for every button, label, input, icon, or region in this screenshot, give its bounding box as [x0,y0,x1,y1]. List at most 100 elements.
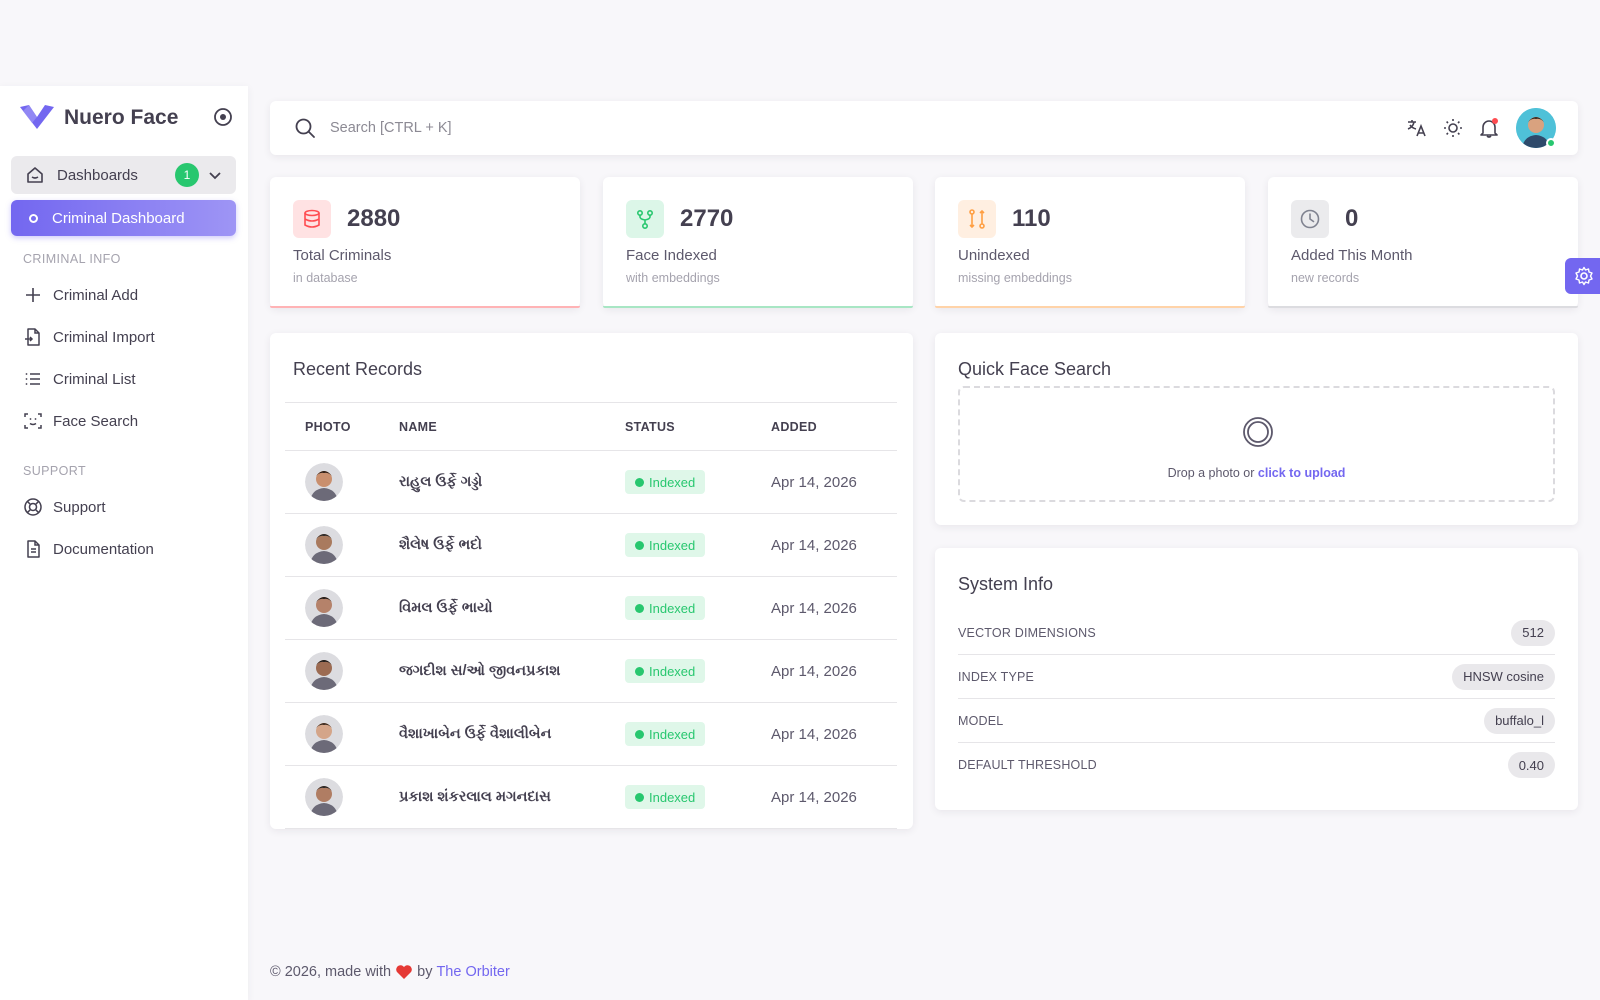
photo-cell [285,576,379,640]
brand-name: Nuero Face [64,106,179,129]
brand-logo-icon [20,105,54,129]
status-dot [635,477,644,487]
status-label: Indexed [649,789,696,805]
sysinfo-value: buffalo_l [1484,707,1555,734]
photo-cell [285,450,379,514]
table-row[interactable]: વૈશાખાબેન ઉર્ફે વૈશાલીબેન Indexed Apr 14, … [285,702,897,766]
status-cell: Indexed [605,765,751,829]
sidebar-item-label: Criminal Add [53,286,139,304]
stat-accent-bar [1268,306,1578,308]
sidebar-item-documentation[interactable]: Documentation [23,537,154,561]
sysinfo-key: MODEL [958,713,1004,728]
lifebuoy-icon [24,498,42,516]
stat-sub: new records [1291,271,1360,285]
circle-icon [29,213,38,223]
record-added-date: Apr 14, 2026 [751,639,897,703]
status-badge: Indexed [625,722,706,746]
brand[interactable]: Nuero Face [20,102,178,134]
table-row[interactable]: રાહુલ ઉર્ફે ગડ્ડો Indexed Apr 14, 2026 [285,450,897,514]
sysinfo-row: MODEL buffalo_l [958,699,1555,743]
document-icon [27,540,40,558]
sidebar-item-label: Criminal List [53,370,136,388]
sidebar-toggle-icon[interactable] [212,106,234,128]
face-photo-icon [305,463,343,501]
sysinfo-key: VECTOR DIMENSIONS [958,625,1096,640]
record-photo[interactable] [305,589,343,627]
status-dot [635,603,644,613]
record-added-date: Apr 14, 2026 [751,450,897,514]
footer-brand-link[interactable]: The Orbiter [436,964,510,980]
record-added-date: Apr 14, 2026 [751,702,897,766]
sidebar-item-support[interactable]: Support [23,495,106,519]
photo-cell [285,639,379,703]
table-row[interactable]: વિમલ ઉર્ફે ભાયો Indexed Apr 14, 2026 [285,576,897,640]
sysinfo-row: DEFAULT THRESHOLD 0.40 [958,743,1555,787]
sidebar-item-criminal-import[interactable]: Criminal Import [23,325,155,349]
sidebar-item-label: Documentation [53,540,154,558]
footer: © 2026, made with by The Orbiter [270,964,510,980]
sidebar-item-criminal-add[interactable]: Criminal Add [23,283,138,307]
stat-value: 2770 [680,205,734,232]
sidebar-item-face-search[interactable]: Face Search [23,409,138,433]
status-dot [635,729,644,739]
status-badge: Indexed [625,470,706,494]
stat-value: 110 [1012,205,1051,232]
status-dot [635,540,644,550]
status-badge: Indexed [625,533,706,557]
face-photo-icon [305,526,343,564]
sidebar-item-criminal-list[interactable]: Criminal List [23,367,136,391]
records-table: PHOTO NAME STATUS ADDED રાહુલ ઉર્ફે ગડ્ડ… [285,402,897,829]
search-input[interactable] [330,113,1030,143]
theme-customizer-button[interactable] [1565,258,1600,294]
record-name[interactable]: વૈશાખાબેન ઉર્ફે વૈશાલીબેન [379,702,605,766]
bell-icon[interactable] [1478,117,1500,139]
record-photo[interactable] [305,463,343,501]
photo-cell [285,765,379,829]
sidebar-item-label: Criminal Dashboard [52,209,185,227]
search-icon[interactable] [294,117,316,139]
stat-label: Face Indexed [626,247,717,264]
topbar [270,101,1578,155]
record-name[interactable]: રાહુલ ઉર્ફે ગડ્ડો [379,450,605,514]
status-label: Indexed [649,600,696,616]
record-photo[interactable] [305,715,343,753]
sidebar-item-label: Face Search [53,412,139,430]
translate-icon[interactable] [1406,117,1428,139]
sun-icon[interactable] [1442,117,1464,139]
record-added-date: Apr 14, 2026 [751,513,897,577]
system-info-card: System Info VECTOR DIMENSIONS 512 INDEX … [935,548,1578,810]
record-name[interactable]: વિમલ ઉર્ફે ભાયો [379,576,605,640]
gear-icon [1575,266,1593,286]
record-name[interactable]: શૈલેષ ઉર્ફે ભદો [379,513,605,577]
clock-icon [1291,200,1329,238]
record-photo[interactable] [305,526,343,564]
user-avatar[interactable] [1516,108,1556,148]
stat-sub: in database [293,271,358,285]
face-photo-icon [305,715,343,753]
status-badge: Indexed [625,785,706,809]
photo-cell [285,702,379,766]
record-photo[interactable] [305,652,343,690]
database-icon [293,200,331,238]
record-added-date: Apr 14, 2026 [751,576,897,640]
record-name[interactable]: જગદીશ સ/ઓ જીવનપ્રકાશ [379,639,605,703]
face-photo-icon [305,652,343,690]
sidebar: Nuero Face Dashboards 1 Criminal Dashboa… [0,86,248,1000]
table-row[interactable]: જગદીશ સ/ઓ જીવનપ્રકાશ Indexed Apr 14, 2026 [285,639,897,703]
status-label: Indexed [649,663,696,679]
nav-group-dashboards[interactable]: Dashboards 1 [11,156,236,194]
upload-link[interactable]: click to upload [1257,466,1346,480]
stat-label: Unindexed [958,247,1030,264]
table-row[interactable]: શૈલેષ ઉર્ફે ભદો Indexed Apr 14, 2026 [285,513,897,577]
sysinfo-key: INDEX TYPE [958,669,1035,684]
photo-dropzone[interactable]: Drop a photo or click to upload [958,386,1555,502]
sysinfo-key: DEFAULT THRESHOLD [958,758,1097,772]
record-added-date: Apr 14, 2026 [751,765,897,829]
photo-cell [285,513,379,577]
sysinfo-value: HNSW cosine [1452,663,1555,690]
sidebar-item-label: Criminal Import [53,328,155,346]
record-photo[interactable] [305,778,343,816]
sidebar-item-criminal-dashboard[interactable]: Criminal Dashboard [11,200,236,236]
record-name[interactable]: પ્રકાશ શંકરલાલ મગનદાસ [379,765,605,829]
table-row[interactable]: પ્રકાશ શંકરલાલ મગનદાસ Indexed Apr 14, 2026 [285,765,897,829]
